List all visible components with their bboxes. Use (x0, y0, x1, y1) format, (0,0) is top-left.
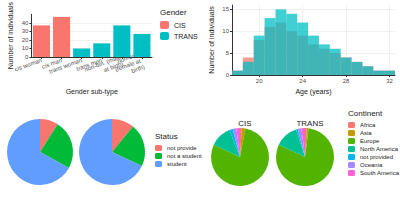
svg-text:student: student (167, 161, 187, 167)
svg-text:20: 20 (22, 37, 29, 43)
svg-text:15: 15 (222, 6, 229, 12)
svg-text:Number of individuals: Number of individuals (208, 6, 215, 74)
svg-text:20: 20 (256, 78, 263, 84)
svg-text:South America: South America (360, 170, 400, 176)
svg-text:10: 10 (222, 28, 229, 34)
svg-text:Africa: Africa (360, 122, 376, 128)
svg-text:North America: North America (360, 146, 399, 152)
svg-text:Oceania: Oceania (360, 162, 383, 168)
svg-text:0: 0 (25, 54, 29, 60)
svg-text:not provided: not provided (360, 154, 393, 160)
svg-text:Age (years): Age (years) (295, 88, 331, 96)
svg-text:24: 24 (299, 78, 306, 84)
svg-text:Asia: Asia (360, 130, 372, 136)
svg-text:5: 5 (226, 50, 230, 56)
svg-text:0: 0 (226, 72, 230, 78)
svg-text:30: 30 (22, 28, 29, 34)
svg-text:Number of individuals: Number of individuals (7, 2, 14, 70)
svg-text:CIS: CIS (174, 22, 186, 29)
svg-text:trans men: trans men (75, 57, 103, 72)
svg-text:CIS: CIS (238, 119, 251, 128)
svg-text:Status: Status (155, 132, 178, 141)
svg-text:at birth): at birth) (101, 60, 125, 74)
svg-text:10: 10 (22, 45, 29, 51)
svg-text:Europe: Europe (360, 138, 380, 144)
svg-text:cis man: cis man (41, 57, 63, 70)
svg-text:Gender: Gender (160, 8, 187, 17)
svg-text:not a student: not a student (167, 153, 202, 159)
svg-text:Gender sub-type: Gender sub-type (66, 88, 118, 96)
svg-text:birth): birth) (130, 64, 145, 74)
svg-text:trans woman: trans woman (48, 57, 83, 75)
svg-text:TRANS: TRANS (174, 33, 198, 40)
svg-text:40: 40 (22, 20, 29, 26)
svg-text:not provide: not provide (167, 145, 197, 151)
svg-text:28: 28 (343, 78, 350, 84)
svg-text:Continent: Continent (348, 109, 383, 118)
svg-text:(female at: (female at (114, 57, 143, 73)
svg-text:TRANS: TRANS (296, 119, 323, 128)
svg-text:32: 32 (386, 78, 393, 84)
svg-text:cis woman: cis woman (14, 57, 43, 72)
